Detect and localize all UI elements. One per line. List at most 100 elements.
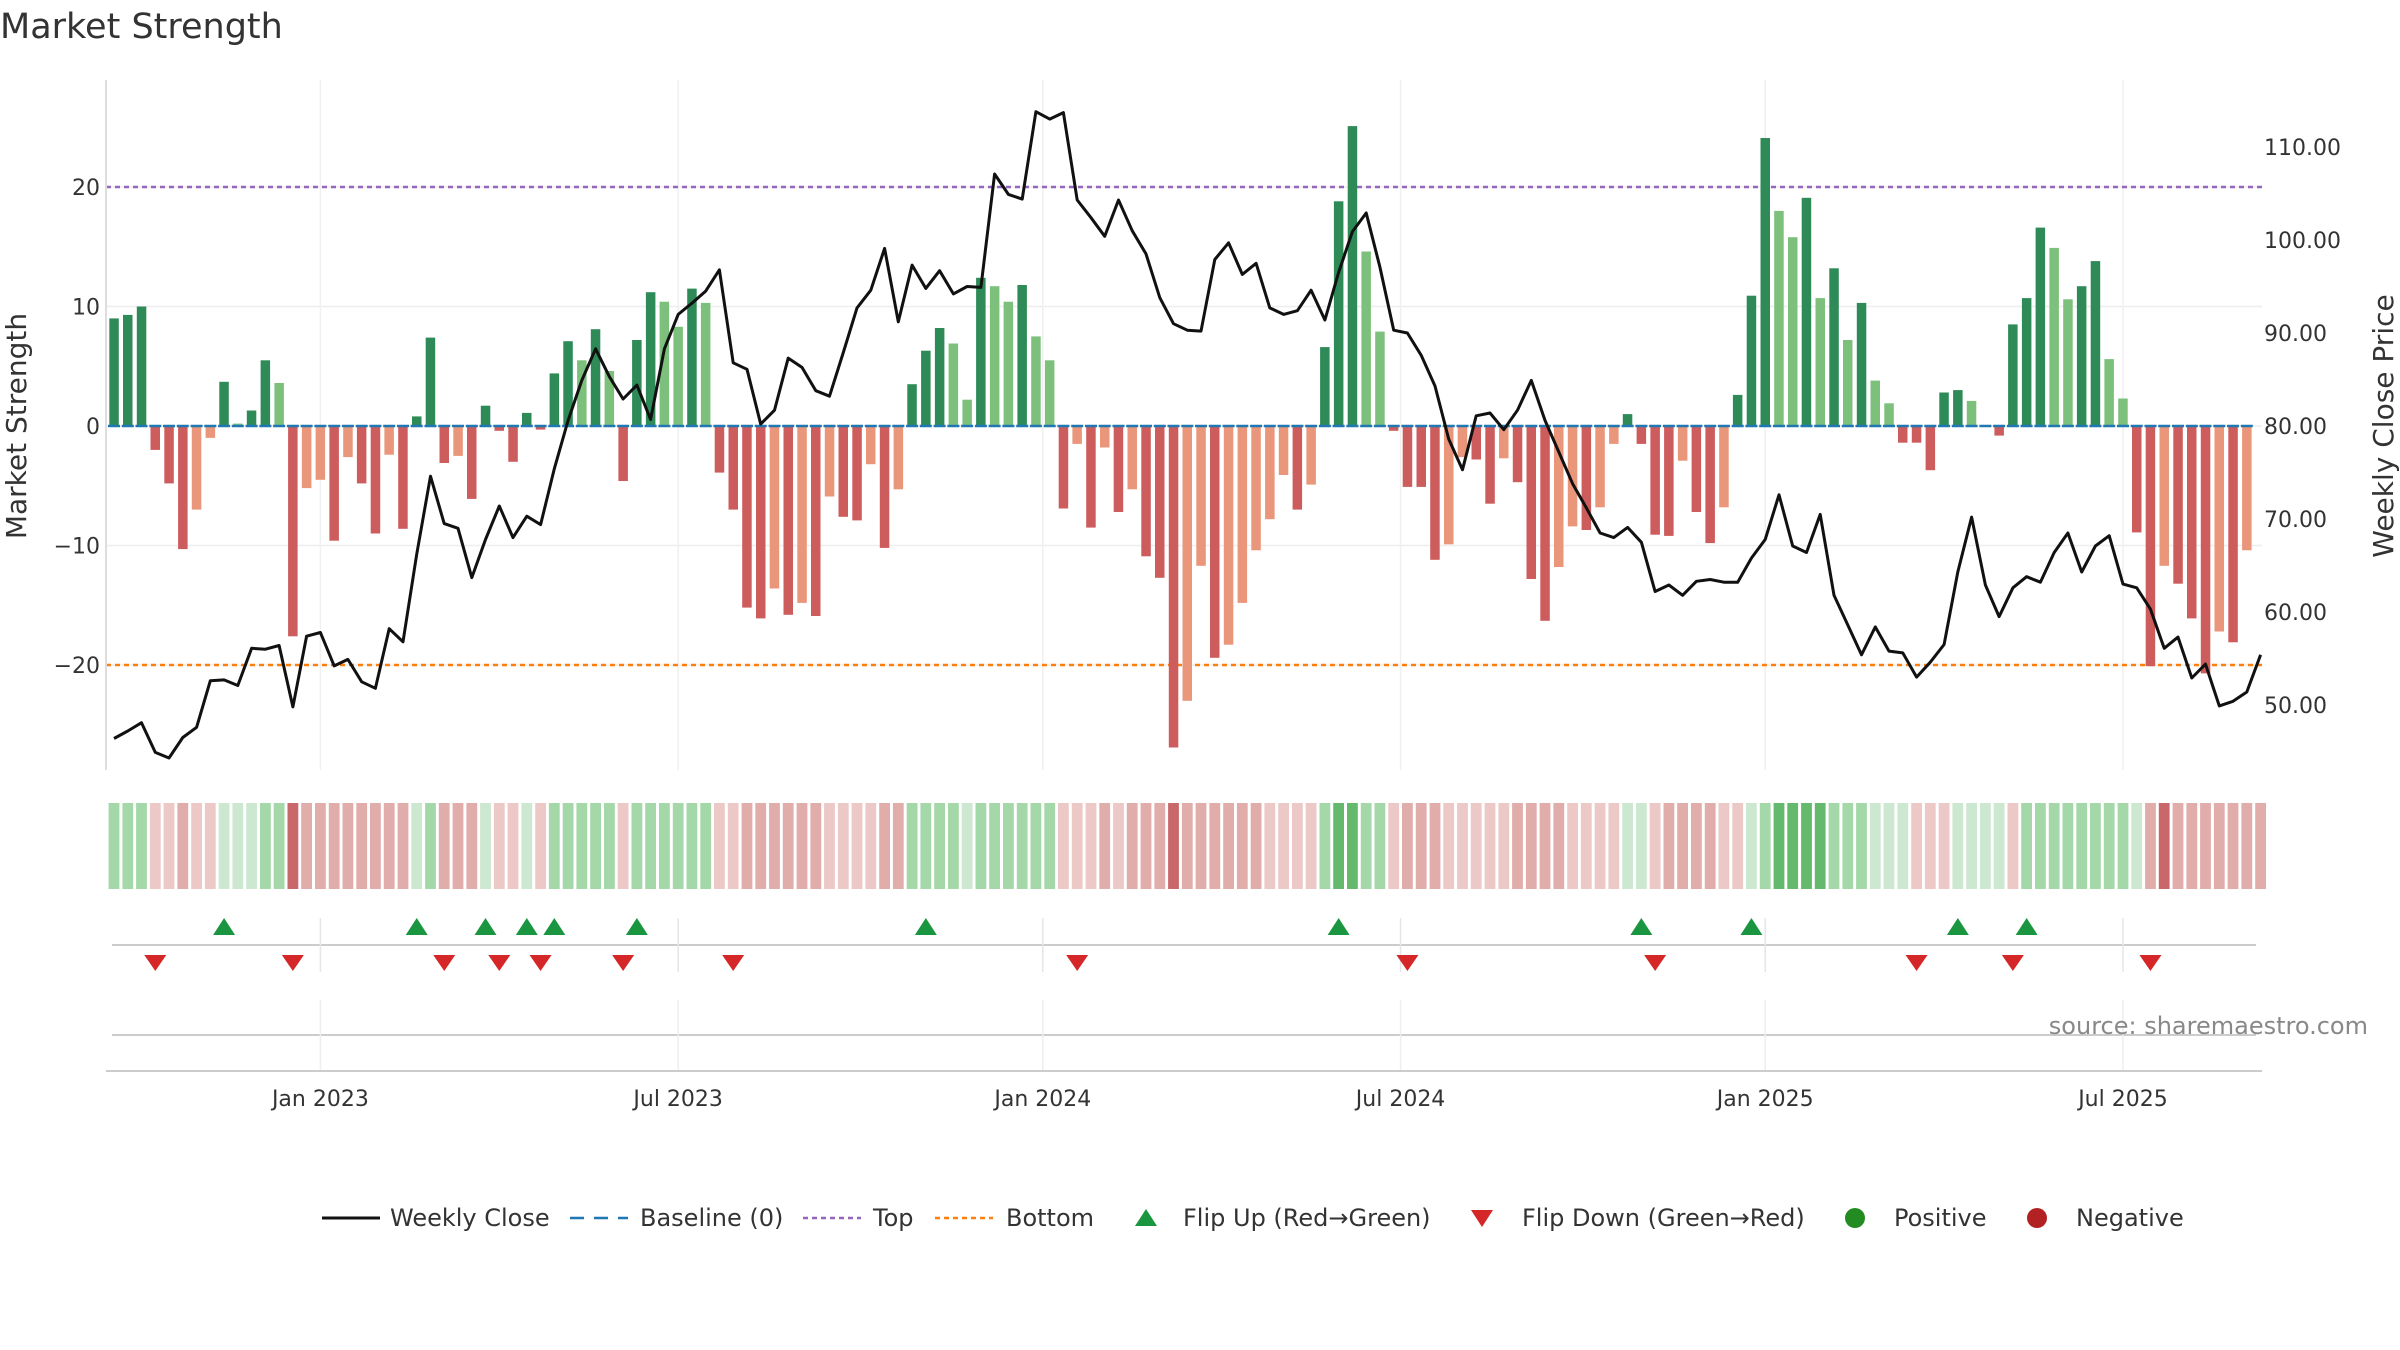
heat-cell bbox=[1924, 803, 1936, 889]
flip-down-marker bbox=[529, 955, 552, 971]
heat-cell bbox=[383, 803, 395, 889]
strength-bar bbox=[178, 426, 188, 550]
strength-bar bbox=[1774, 210, 1784, 426]
flip-down-marker bbox=[722, 955, 745, 971]
heat-cell bbox=[1594, 803, 1606, 889]
flip-up-marker bbox=[405, 918, 428, 935]
strength-bar bbox=[1375, 331, 1385, 426]
strength-bar bbox=[494, 426, 504, 431]
heat-cell bbox=[438, 803, 450, 889]
heat-cell bbox=[2227, 803, 2239, 889]
heat-cell bbox=[397, 803, 409, 889]
heat-cell bbox=[769, 803, 780, 889]
strength-bar bbox=[2021, 298, 2032, 426]
strength-bar bbox=[439, 426, 449, 463]
flip-up-marker bbox=[1327, 918, 1350, 935]
strength-bar bbox=[563, 341, 573, 426]
strength-bar bbox=[1251, 426, 1261, 551]
left-axis-ticks: 20 10 0 −10 −20 bbox=[54, 176, 100, 679]
strength-bar bbox=[315, 426, 326, 480]
strength-bar bbox=[1554, 426, 1564, 567]
strength-bar bbox=[1416, 426, 1426, 487]
strength-bar bbox=[136, 306, 147, 426]
strength-bar bbox=[109, 318, 119, 426]
strength-bar bbox=[1388, 426, 1399, 431]
heat-cell bbox=[2241, 803, 2253, 889]
flip-marker-panel bbox=[106, 918, 2262, 1072]
heat-cell bbox=[2213, 803, 2225, 889]
heat-cell bbox=[1704, 803, 1716, 889]
strength-bar bbox=[714, 426, 725, 473]
strength-bar bbox=[1155, 426, 1165, 578]
strength-bar bbox=[1430, 426, 1440, 560]
strength-bar bbox=[728, 426, 738, 510]
strength-bar bbox=[1567, 426, 1578, 527]
strength-bar bbox=[1994, 426, 2004, 436]
heat-cell bbox=[782, 803, 794, 889]
strength-bar bbox=[2035, 227, 2046, 426]
heat-cell bbox=[548, 803, 560, 889]
heat-cell bbox=[1319, 803, 1331, 889]
heat-cell bbox=[1801, 803, 1812, 889]
heat-cell bbox=[535, 803, 546, 889]
heat-cell bbox=[1636, 803, 1647, 889]
strength-bar bbox=[1911, 426, 1922, 443]
strength-bar bbox=[1829, 268, 1839, 426]
right-tick-label: 80.00 bbox=[2264, 415, 2327, 440]
left-axis-title: Market Strength bbox=[0, 313, 33, 539]
legend-label: Weekly Close bbox=[390, 1204, 550, 1232]
strength-bar bbox=[205, 426, 216, 438]
heat-cell bbox=[2200, 803, 2211, 889]
strength-bar bbox=[2132, 426, 2142, 533]
heat-cell bbox=[906, 803, 918, 889]
strength-bar bbox=[1127, 426, 1137, 490]
heat-cell bbox=[287, 803, 299, 889]
strength-bar bbox=[370, 426, 381, 534]
heat-cell bbox=[1181, 803, 1193, 889]
left-tick-label: 10 bbox=[72, 296, 100, 321]
heat-cell bbox=[246, 803, 257, 889]
legend-label: Flip Up (Red→Green) bbox=[1183, 1204, 1431, 1232]
flip-up-marker bbox=[625, 918, 648, 935]
heat-cell bbox=[411, 803, 423, 889]
strength-bar bbox=[274, 383, 284, 426]
heat-cell bbox=[2103, 803, 2115, 889]
legend-label: Flip Down (Green→Red) bbox=[1522, 1204, 1805, 1232]
flip-up-marker bbox=[543, 918, 566, 935]
heat-cell bbox=[1759, 803, 1771, 889]
heat-cell bbox=[480, 803, 491, 889]
heat-cell bbox=[1429, 803, 1441, 889]
heat-cell bbox=[1663, 803, 1675, 889]
strength-bar bbox=[1677, 426, 1688, 461]
right-axis-title: Weekly Close Price bbox=[2367, 294, 2400, 557]
strength-bar bbox=[2063, 299, 2073, 426]
flip-down-marker bbox=[488, 955, 511, 971]
heat-cell bbox=[136, 803, 147, 889]
heat-cell bbox=[1402, 803, 1413, 889]
strength-bar bbox=[2187, 426, 2197, 619]
strength-bar bbox=[1719, 426, 1729, 508]
heat-cell bbox=[659, 803, 670, 889]
heat-cell bbox=[1580, 803, 1592, 889]
strength-bar bbox=[632, 340, 642, 426]
heat-cell bbox=[934, 803, 945, 889]
heat-cell bbox=[1058, 803, 1069, 889]
source-note: source: sharemaestro.com bbox=[2049, 1012, 2368, 1040]
strength-bar bbox=[1485, 426, 1495, 504]
strength-bar bbox=[1141, 426, 1151, 557]
heat-cell bbox=[452, 803, 464, 889]
heat-cell bbox=[1553, 803, 1565, 889]
strength-bar bbox=[1003, 301, 1014, 426]
heat-cell bbox=[2007, 803, 2019, 889]
heat-cell bbox=[961, 803, 973, 889]
right-tick-label: 90.00 bbox=[2264, 322, 2327, 347]
legend-label: Top bbox=[872, 1204, 914, 1232]
strength-bar bbox=[879, 426, 890, 548]
strength-bar bbox=[1471, 426, 1481, 460]
strength-bar bbox=[2090, 261, 2101, 426]
heat-cell bbox=[1470, 803, 1482, 889]
heat-cell bbox=[1044, 803, 1056, 889]
strength-bar bbox=[1278, 426, 1289, 475]
strength-bar bbox=[219, 381, 229, 426]
